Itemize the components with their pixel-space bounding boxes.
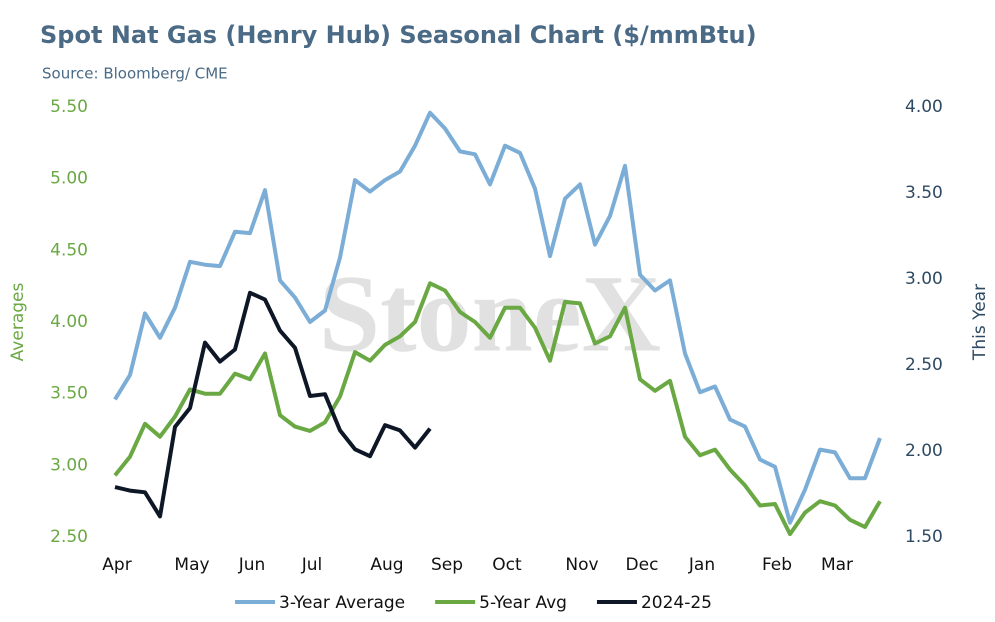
x-tick-label: Jan (688, 555, 715, 575)
y2-tick-label: 3.50 (905, 183, 943, 203)
y-tick-label: 3.50 (50, 384, 88, 404)
x-tick-label: Aug (370, 555, 403, 575)
x-tick-label: Mar (821, 555, 853, 575)
y-tick-label: 4.00 (50, 312, 88, 332)
x-tick-label: Dec (626, 555, 659, 575)
y2-tick-label: 4.00 (905, 97, 943, 117)
x-tick-label: Jul (301, 555, 323, 575)
y2-axis-label: This Year (970, 284, 990, 361)
x-tick-label: Jun (238, 555, 266, 575)
y-axis-label: Averages (8, 283, 28, 362)
x-tick-label: Feb (762, 555, 792, 575)
y2-tick-label: 2.50 (905, 355, 943, 375)
y-tick-label: 4.50 (50, 240, 88, 260)
y2-tick-label: 1.50 (905, 527, 943, 547)
legend-label: 2024-25 (641, 593, 712, 613)
series-line (114, 290, 432, 519)
y2-tick-label: 2.00 (905, 441, 943, 461)
watermark: StoneX (319, 252, 661, 374)
x-tick-label: Nov (565, 555, 598, 575)
x-tick-label: Sep (431, 555, 463, 575)
y2-tick-label: 3.00 (905, 269, 943, 289)
y-tick-label: 5.50 (50, 97, 88, 117)
legend-label: 5-Year Avg (479, 593, 567, 613)
legend-label: 3-Year Average (279, 593, 405, 613)
x-tick-label: Oct (492, 555, 522, 575)
x-tick-label: May (174, 555, 209, 575)
y-tick-label: 2.50 (50, 527, 88, 547)
y-tick-label: 5.00 (50, 169, 88, 189)
series-line (113, 281, 882, 537)
series-line (113, 110, 882, 525)
chart-subtitle: Source: Bloomberg/ CME (42, 65, 228, 83)
x-tick-label: Apr (102, 555, 131, 575)
chart-title: Spot Nat Gas (Henry Hub) Seasonal Chart … (40, 21, 757, 49)
y-tick-label: 3.00 (50, 455, 88, 475)
